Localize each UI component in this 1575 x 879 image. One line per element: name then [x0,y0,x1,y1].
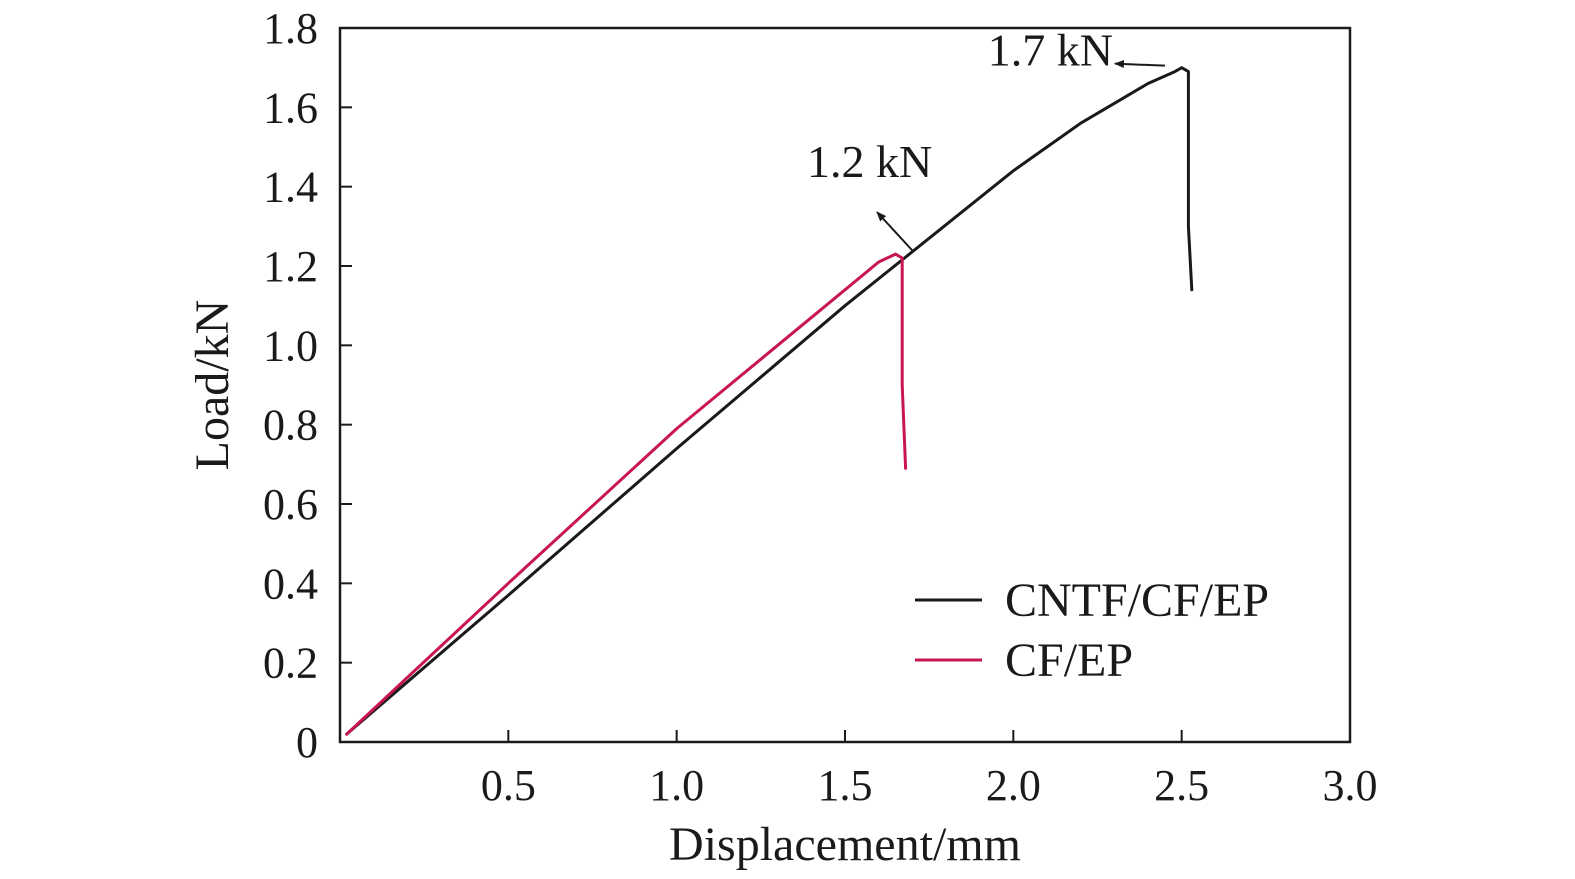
x-tick-label: 0.5 [481,761,536,810]
annotation-layer: 1.7 kN 1.2 kN [807,25,1165,251]
y-axis: 0 0.2 0.4 0.6 0.8 1.0 1.2 1.4 1.6 1.8 [263,4,352,767]
y-tick-label: 0 [296,718,318,767]
annotation-arrow-peak-cf [876,211,913,251]
y-tick-label: 0.4 [263,559,318,608]
y-tick-label: 0.6 [263,480,318,529]
series-line-1 [345,252,908,736]
x-axis: 0.5 1.0 1.5 2.0 2.5 3.0 [481,730,1378,810]
legend: CNTF/CF/EP CF/EP [915,574,1269,687]
y-axis-title: Load/kN [186,300,239,471]
y-tick-label: 1.2 [263,242,318,291]
annotation-label-peak-cf: 1.2 kN [807,136,932,187]
y-tick-label: 0.8 [263,401,318,450]
x-tick-label: 2.0 [986,761,1041,810]
x-tick-label: 1.0 [649,761,704,810]
annotation-arrow-peak-cntf [1113,60,1165,69]
y-tick-label: 0.2 [263,639,318,688]
series-line-0 [345,66,1194,736]
x-tick-label: 3.0 [1323,761,1378,810]
annotation-label-peak-cntf: 1.7 kN [988,25,1113,76]
x-tick-label: 2.5 [1154,761,1209,810]
y-tick-label: 1.6 [263,83,318,132]
y-tick-label: 1.0 [263,321,318,370]
plot-area-frame [338,26,1352,744]
legend-label-1: CF/EP [1005,634,1133,687]
x-tick-label: 1.5 [818,761,873,810]
y-tick-label: 1.8 [263,4,318,53]
legend-label-0: CNTF/CF/EP [1005,574,1269,627]
y-tick-label: 1.4 [263,163,318,212]
x-axis-title: Displacement/mm [669,818,1021,871]
series-layer [345,66,1194,736]
